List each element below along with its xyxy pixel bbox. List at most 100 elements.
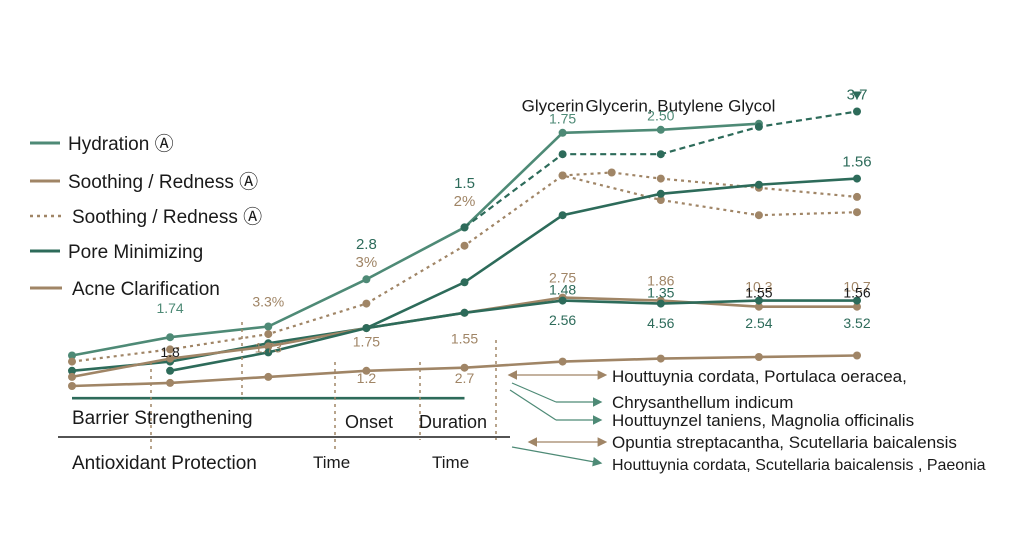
data-point-pore-5 — [558, 211, 567, 220]
legend-item-pore: Pore Minimizing — [30, 242, 203, 263]
data-point-soothing-dotted-1-7 — [754, 211, 763, 220]
data-point-acne-3 — [362, 366, 371, 375]
data-point-acne-7 — [754, 353, 763, 361]
ingredient-3: Houttuynzel taniens, Magnolia officinali… — [612, 411, 914, 430]
data-point-soothing-dotted-1-1 — [166, 345, 175, 354]
ingredient-callouts: Houttuynia cordata, Portulaca oeracea, C… — [507, 367, 986, 474]
data-point-soothing-dotted-1-3 — [362, 299, 371, 308]
data-label-1: Glycerin, Butylene Glycol — [585, 97, 775, 116]
legend-label-soothing: Soothing / Redness Ⓐ — [68, 171, 258, 193]
legend-item-acne: Acne Clarification — [30, 279, 220, 300]
series-line-pore-2 — [169, 299, 857, 373]
data-point-hydration-dashed-0 — [460, 223, 469, 232]
data-label-29: 2.7 — [455, 370, 475, 386]
data-label-12: 2.75 — [549, 269, 576, 285]
legend-item-hydration: Hydration Ⓐ — [30, 133, 174, 155]
ingredient-1: Houttuynia cordata, Portulaca oeracea, — [612, 367, 907, 386]
data-point-soothing-dotted-2-4 — [853, 192, 861, 201]
data-label-27: 1.55 — [451, 330, 478, 346]
data-label-10: 1.74 — [156, 300, 183, 316]
data-point-hydration-dashed-1 — [558, 150, 567, 159]
data-point-acne-8 — [853, 351, 861, 360]
data-point-pore-2-7 — [853, 296, 861, 305]
data-label-28: 1.2 — [357, 370, 377, 386]
data-label-0: Glycerin — [522, 97, 584, 116]
duration-label: Duration — [419, 412, 487, 432]
data-point-pore-2-4 — [558, 296, 567, 305]
legend-label-acne: Acne Clarification — [72, 279, 220, 300]
antioxidant-label: Antioxidant Protection — [72, 453, 257, 474]
data-point-hydration-1 — [166, 333, 175, 342]
data-point-soothing-solid-2 — [264, 342, 273, 351]
data-point-soothing-dotted-1-6 — [656, 196, 665, 204]
data-point-acne-4 — [460, 363, 469, 372]
data-point-pore-4 — [460, 278, 469, 287]
callout-arrow-2a — [511, 382, 557, 403]
legend-label-soothing-dotted: Soothing / Redness Ⓐ — [72, 206, 262, 228]
data-point-pore-2-5 — [656, 299, 665, 308]
legend-label-hydration: Hydration Ⓐ — [68, 133, 174, 155]
series-end-arrow — [852, 91, 862, 100]
data-point-soothing-dotted-1-0 — [68, 357, 76, 366]
data-label-8: 2.8 — [356, 236, 377, 253]
data-label-19: 1.56 — [843, 285, 870, 301]
data-point-pore-2-2 — [362, 324, 371, 333]
data-label-16: 1.48 — [549, 282, 576, 298]
data-point-soothing-dotted-1-4 — [460, 241, 469, 250]
data-label-4: 2.50 — [647, 108, 674, 124]
data-point-soothing-dotted-2-2 — [656, 174, 665, 183]
data-point-hydration-dashed-2 — [656, 150, 665, 159]
data-label-17: 1.35 — [647, 285, 674, 301]
time-label-2: Time — [432, 453, 469, 472]
data-label-3: 1.75 — [549, 111, 576, 127]
data-point-acne-1 — [166, 378, 175, 387]
legend: Hydration Ⓐ Soothing / Redness Ⓐ Soothin… — [30, 133, 262, 300]
data-label-11: 3.3% — [252, 294, 284, 310]
data-point-acne-0 — [68, 382, 76, 390]
data-point-hydration-dashed-3 — [754, 122, 763, 131]
data-point-acne-5 — [558, 357, 567, 366]
data-point-pore-2-3 — [460, 308, 469, 317]
data-label-5: 1.56 — [842, 153, 871, 170]
time-guides — [150, 322, 497, 450]
data-label-6: 1.5 — [454, 175, 475, 192]
data-label-13: 1.86 — [647, 272, 674, 288]
data-point-soothing-dotted-1-8 — [853, 208, 861, 217]
legend-item-soothing: Soothing / Redness Ⓐ — [30, 171, 258, 193]
barrier-label: Barrier Strengthening — [72, 408, 253, 429]
callout-arrow-5 — [511, 446, 603, 467]
series-line-hydration — [71, 122, 759, 357]
data-point-hydration-6 — [656, 125, 665, 134]
time-label-1: Time — [313, 453, 350, 472]
series-line-soothing-dotted-2 — [562, 171, 858, 198]
data-label-9: 3% — [356, 254, 378, 271]
data-label-24: 1.8 — [160, 344, 180, 360]
data-point-pore-7 — [754, 180, 763, 189]
callout-arrow-3a — [509, 389, 557, 421]
data-point-pore-8 — [853, 174, 861, 183]
legend-label-pore: Pore Minimizing — [68, 242, 203, 263]
data-label-20: 2.56 — [549, 312, 576, 328]
data-point-acne-2 — [264, 372, 273, 381]
data-point-pore-6 — [656, 189, 665, 198]
data-point-pore-0 — [68, 366, 76, 375]
data-point-hydration-dashed-4 — [853, 107, 861, 116]
legend-item-soothing-dotted: Soothing / Redness Ⓐ — [30, 206, 262, 228]
data-point-pore-2-1 — [264, 348, 273, 357]
series-layer — [68, 91, 862, 400]
data-point-soothing-solid-0 — [68, 372, 76, 381]
data-label-15: 10.7 — [843, 278, 870, 294]
data-point-soothing-dotted-1-2 — [264, 330, 273, 339]
ingredient-5: Houttuynia cordata, Scutellaria baicalen… — [612, 457, 986, 474]
ingredient-4: Opuntia streptacantha, Scutellaria baica… — [612, 433, 957, 452]
data-label-21: 4.56 — [647, 315, 674, 331]
data-label-22: 2.54 — [745, 315, 772, 331]
data-point-hydration-0 — [68, 351, 76, 360]
data-label-7: 2% — [454, 193, 476, 210]
data-label-23: 3.52 — [843, 315, 870, 331]
data-point-acne-6 — [656, 354, 665, 363]
data-point-soothing-solid-8 — [853, 302, 861, 311]
data-label-18: 1.55 — [745, 285, 772, 301]
data-point-hydration-3 — [362, 275, 371, 284]
ingredient-2: Chrysanthellum indicum — [612, 393, 793, 412]
